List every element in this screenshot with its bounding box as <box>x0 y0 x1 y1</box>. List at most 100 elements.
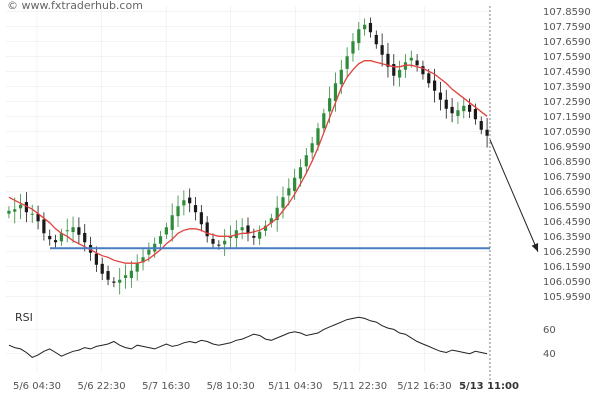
candle-body <box>357 29 361 44</box>
price-tick-label: 106.7590 <box>543 172 591 183</box>
candle-body <box>71 227 75 233</box>
candle-body <box>281 197 285 208</box>
price-tick-label: 107.8590 <box>543 7 591 18</box>
candle-body <box>421 66 425 75</box>
candle-body <box>170 215 174 230</box>
candle-body <box>462 105 466 112</box>
time-tick-label: 5/8 10:30 <box>207 381 255 392</box>
candle-body <box>176 206 180 217</box>
time-axis-labels: 5/6 04:30 5/6 22:30 5/7 16:30 5/8 10:30 5/11… <box>13 381 519 392</box>
candle-body <box>456 110 460 116</box>
candle-body <box>293 177 297 191</box>
price-tick-label: 107.1590 <box>543 112 591 123</box>
candle-body <box>30 213 34 215</box>
time-tick-label: 5/11 22:30 <box>333 381 387 392</box>
rsi-title: RSI <box>15 311 33 324</box>
candle-body <box>351 41 355 54</box>
candle-body <box>141 257 145 263</box>
candle-body <box>135 263 139 272</box>
candle-body <box>298 167 303 179</box>
candle-body <box>182 200 186 206</box>
candle-body <box>188 197 192 204</box>
candle-body <box>438 92 443 100</box>
rsi-line <box>8 316 488 358</box>
candle-body <box>24 202 29 213</box>
projection-arrow <box>489 139 539 252</box>
candle-body <box>59 233 64 242</box>
candle-body <box>485 129 489 136</box>
candle-body <box>118 279 122 283</box>
time-tick-label: 5/12 16:30 <box>397 381 451 392</box>
candle-body <box>287 188 291 196</box>
candle-body <box>94 253 98 265</box>
candle-body <box>205 222 209 237</box>
candle-body <box>368 22 373 33</box>
candle-body <box>223 240 227 245</box>
candle-body <box>65 230 69 232</box>
candle-body <box>444 99 448 109</box>
price-axis-labels: 107.8590 107.7590 107.6590 107.5590 107.4590… <box>543 7 591 303</box>
price-tick-label: 106.0590 <box>543 277 591 288</box>
candle-body <box>479 121 483 130</box>
candle-body <box>363 24 367 30</box>
watermark: © www.fxtraderhub.com <box>7 0 143 12</box>
candle-body <box>36 213 40 222</box>
price-tick-label: 106.2590 <box>543 247 591 258</box>
candle-body <box>316 128 320 146</box>
candle-body <box>328 98 332 112</box>
candle-body <box>467 104 472 112</box>
candle-body <box>48 235 52 240</box>
price-tick-label: 105.9590 <box>543 292 591 303</box>
candle-body <box>386 53 390 67</box>
candle-body <box>409 57 413 61</box>
candle-body <box>333 83 338 101</box>
candle-body <box>450 106 454 114</box>
time-tick-label: 5/13 11:00 <box>459 381 519 392</box>
candle-body <box>322 113 326 129</box>
time-tick-label: 5/6 04:30 <box>13 381 61 392</box>
candle-body <box>164 227 168 235</box>
candle-body <box>158 236 163 244</box>
candle-body <box>193 205 198 213</box>
candle-body <box>53 240 58 243</box>
price-tick-label: 106.1590 <box>543 262 591 273</box>
rsi-axis-labels: 60 40 <box>543 325 556 360</box>
candle-body <box>473 109 478 120</box>
candle-body <box>228 236 233 239</box>
projection-arrowhead <box>531 243 539 252</box>
price-tick-label: 106.6590 <box>543 187 591 198</box>
price-tick-label: 107.5590 <box>543 52 591 63</box>
price-tick-label: 106.9590 <box>543 142 591 153</box>
candle-body <box>123 275 128 278</box>
candle-body <box>147 249 151 255</box>
candle-body <box>392 64 396 76</box>
price-tick-label: 107.4590 <box>543 67 591 78</box>
candle-body <box>432 80 437 91</box>
price-tick-label: 106.4590 <box>543 217 591 228</box>
price-candles <box>7 17 489 295</box>
candle-body <box>380 45 384 55</box>
rsi-tick-label: 60 <box>543 325 556 336</box>
candle-body <box>339 69 343 85</box>
candle-body <box>263 225 268 231</box>
time-tick-label: 5/6 22:30 <box>78 381 126 392</box>
candle-body <box>217 244 221 246</box>
candle-body <box>374 34 378 45</box>
candle-body <box>129 270 133 278</box>
candle-body <box>240 227 244 231</box>
price-tick-label: 106.5590 <box>543 202 591 213</box>
price-tick-label: 106.3590 <box>543 232 591 243</box>
candle-body <box>199 212 203 225</box>
candle-body <box>77 227 81 235</box>
price-tick-label: 107.6590 <box>543 37 591 48</box>
candle-body <box>304 155 308 167</box>
candle-body <box>13 209 17 212</box>
price-tick-label: 107.0590 <box>543 127 591 138</box>
candle-body <box>246 225 250 234</box>
time-tick-label: 5/7 16:30 <box>142 381 190 392</box>
rsi-tick-label: 40 <box>543 349 556 360</box>
candle-body <box>83 232 87 243</box>
candle-body <box>427 73 431 84</box>
candle-body <box>398 69 402 78</box>
